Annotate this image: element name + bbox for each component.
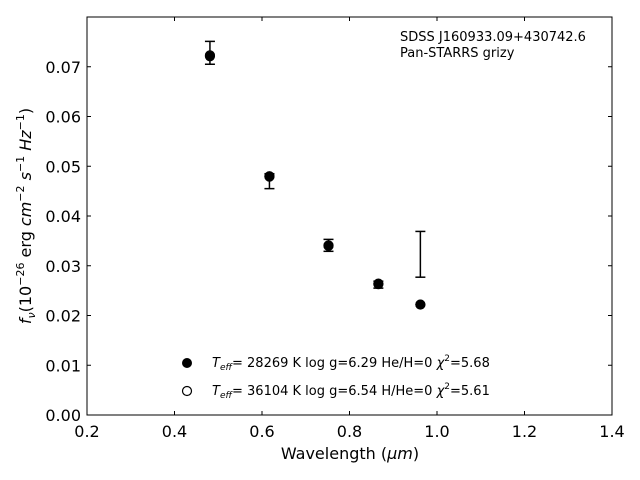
axes-frame — [86, 16, 613, 416]
legend-marker-filled — [182, 358, 192, 368]
y-tick-label: 0.07 — [45, 58, 81, 77]
axis-ticks: 0.2 0.4 0.6 0.8 1.0 1.2 1.4 0.00 0.01 0.02 0.03 0.0… — [45, 17, 625, 441]
x-tick-label: 0.6 — [249, 422, 274, 441]
y-tick-label: 0.00 — [45, 406, 81, 425]
model-point-filled — [204, 51, 216, 62]
object-name-label: SDSS J160933.09+430742.6 — [400, 30, 586, 45]
y-tick-label: 0.06 — [45, 108, 81, 127]
legend-marker-open — [181, 385, 193, 397]
x-tick-label: 1.0 — [424, 422, 449, 441]
survey-label: Pan-STARRS grizy — [400, 46, 515, 61]
data-marks — [204, 40, 426, 310]
y-tick-label: 0.05 — [45, 157, 81, 176]
y-axis-label: fν(10−26 erg cm−2 s−1 Hz−1) — [14, 108, 38, 324]
model-point-filled — [264, 171, 275, 182]
legend: Teff= 28269 K log g=6.29 He/H=0 χ2=5.68 … — [181, 354, 490, 401]
legend-entry-2: Teff= 36104 K log g=6.54 H/He=0 χ2=5.61 — [212, 382, 490, 401]
x-tick-label: 0.2 — [74, 422, 99, 441]
model-point-filled — [373, 278, 384, 289]
x-tick-label: 0.8 — [337, 422, 362, 441]
x-tick-label: 1.4 — [599, 422, 624, 441]
y-tick-label: 0.04 — [45, 207, 81, 226]
x-tick-label: 1.2 — [512, 422, 537, 441]
y-tick-label: 0.02 — [45, 307, 81, 326]
x-axis-label: Wavelength (μm) — [281, 444, 419, 463]
y-tick-label: 0.01 — [45, 356, 81, 375]
legend-entry-1: Teff= 28269 K log g=6.29 He/H=0 χ2=5.68 — [212, 354, 490, 373]
y-tick-label: 0.03 — [45, 257, 81, 276]
model-point-filled — [323, 240, 334, 251]
plot-area — [86, 16, 613, 416]
model-point-filled — [415, 299, 426, 310]
x-tick-label: 0.4 — [162, 422, 187, 441]
